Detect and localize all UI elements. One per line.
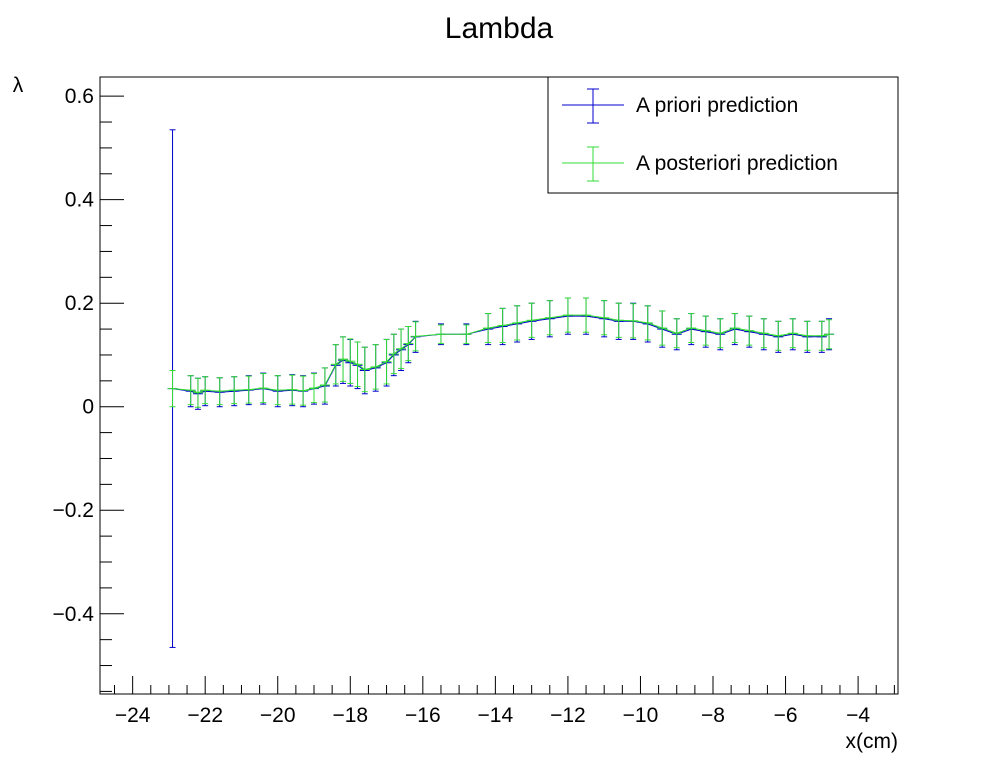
data-point (816, 320, 827, 351)
data-point (824, 319, 835, 350)
data-point (613, 302, 624, 338)
data-point (526, 302, 537, 338)
series-1 (167, 297, 835, 408)
data-point (309, 373, 320, 404)
x-axis-label: x(cm) (846, 730, 898, 753)
data-point (330, 344, 341, 385)
data-point (287, 374, 298, 405)
data-point (352, 341, 363, 388)
data-point (599, 300, 610, 336)
data-point (185, 375, 196, 406)
y-tick-label: 0 (82, 396, 94, 419)
data-point (359, 346, 370, 393)
x-tick-label: −8 (701, 704, 725, 727)
data-point (758, 318, 769, 349)
data-point (435, 324, 446, 345)
data-point (214, 377, 225, 406)
data-point (345, 338, 356, 384)
data-point (381, 338, 392, 385)
series-layer (167, 129, 835, 648)
data-point (773, 320, 784, 351)
data-point (167, 369, 178, 408)
data-point (512, 305, 523, 341)
data-point (200, 376, 211, 405)
data-point (229, 376, 240, 405)
legend-box (547, 76, 899, 194)
legend-entry-a-priori: A priori prediction (562, 88, 798, 124)
x-tick-label: −20 (260, 704, 296, 727)
data-point (700, 315, 711, 346)
chart-title: Lambda (445, 12, 554, 45)
data-point (338, 336, 349, 382)
data-point (272, 375, 283, 406)
data-point (628, 303, 639, 339)
x-tick-label: −4 (846, 704, 870, 727)
data-point (497, 307, 508, 344)
data-point (370, 344, 381, 390)
data-point (258, 373, 269, 404)
x-tick-label: −12 (550, 704, 586, 727)
data-point (787, 318, 798, 349)
plot-frame (99, 76, 899, 695)
x-tick-label: −24 (115, 704, 151, 727)
y-axis: −0.4 −0.2 0 0.2 0.4 0.6 (53, 85, 124, 692)
data-point (298, 375, 309, 406)
legend-entry-a-posteriori: A posteriori prediction (562, 146, 838, 182)
y-tick-label: −0.2 (53, 499, 94, 522)
y-tick-label: 0.6 (65, 85, 94, 108)
legend: A priori prediction A posteriori predict… (547, 76, 899, 194)
y-tick-label: 0.4 (65, 189, 95, 212)
data-point (483, 313, 494, 344)
y-axis-label: λ (13, 74, 24, 97)
data-point (581, 297, 592, 333)
data-point (403, 325, 414, 362)
data-point (388, 333, 399, 375)
data-point (562, 297, 573, 333)
data-point (544, 300, 555, 336)
data-point (715, 318, 726, 349)
data-point (729, 313, 740, 344)
x-tick-label: −16 (405, 704, 441, 727)
data-point (243, 375, 254, 404)
data-point (396, 328, 407, 369)
data-point (802, 320, 813, 351)
y-tick-label: 0.2 (65, 292, 94, 315)
data-point (192, 377, 203, 408)
x-tick-label: −6 (774, 704, 798, 727)
data-point (461, 324, 472, 345)
data-point (744, 315, 755, 346)
data-point (686, 313, 697, 344)
legend-label-a-posteriori: A posteriori prediction (636, 152, 838, 175)
legend-label-a-priori: A priori prediction (636, 94, 798, 117)
y-tick-label: −0.4 (53, 603, 95, 626)
data-point (642, 305, 653, 341)
x-axis: −24 −22 −20 −18 −16 −14 −12 −10 −8 −6 −4 (114, 676, 895, 727)
data-point (671, 318, 682, 349)
data-point (319, 367, 330, 403)
x-tick-label: −10 (623, 704, 659, 727)
x-tick-label: −22 (187, 704, 223, 727)
data-point (657, 310, 668, 346)
x-tick-label: −14 (478, 704, 514, 727)
x-tick-label: −18 (332, 704, 368, 727)
data-point (410, 321, 421, 352)
